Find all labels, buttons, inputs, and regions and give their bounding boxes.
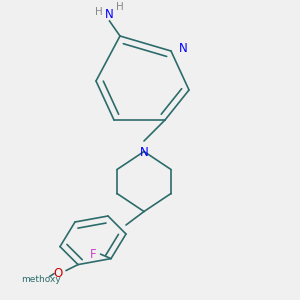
- Text: N: N: [178, 41, 188, 55]
- Text: N: N: [105, 8, 114, 21]
- Text: H: H: [95, 7, 103, 17]
- Text: F: F: [90, 248, 96, 261]
- Text: H: H: [116, 2, 124, 13]
- Text: O: O: [54, 267, 63, 280]
- Text: methoxy: methoxy: [21, 275, 60, 284]
- Text: N: N: [140, 146, 148, 160]
